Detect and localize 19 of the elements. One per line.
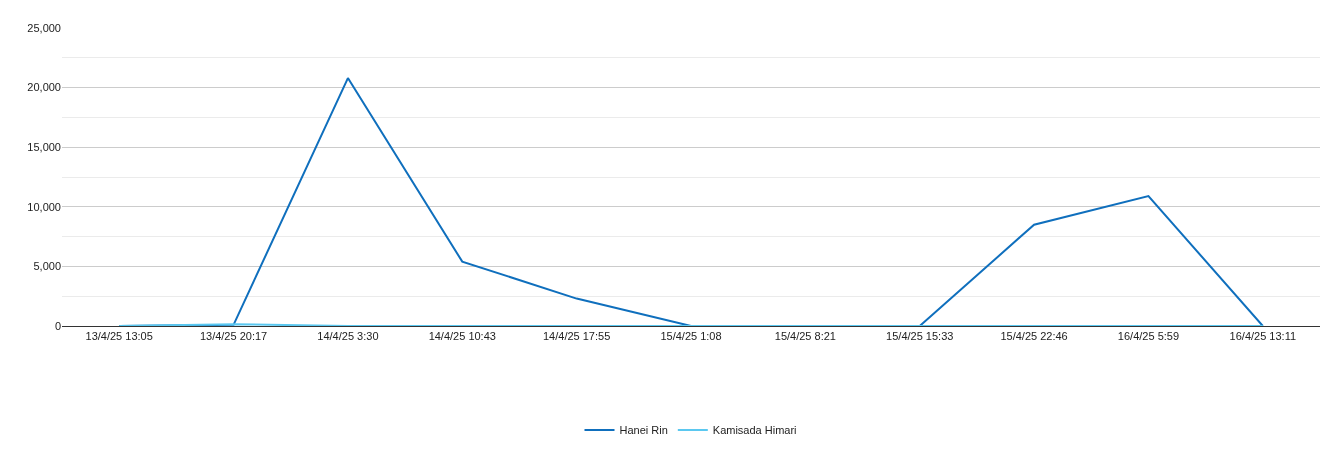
legend-label: Kamisada Himari bbox=[712, 424, 797, 437]
x-tick-label: 15/4/25 8:21 bbox=[774, 330, 836, 343]
x-tick-label: 14/4/25 10:43 bbox=[428, 330, 496, 343]
x-tick-label: 15/4/25 1:08 bbox=[660, 330, 722, 343]
x-tick-label: 16/4/25 5:59 bbox=[1117, 330, 1180, 343]
x-tick-label: 13/4/25 20:17 bbox=[199, 330, 268, 343]
x-tick-label: 15/4/25 22:46 bbox=[1000, 330, 1068, 343]
y-tick-label: 10,000 bbox=[27, 200, 61, 213]
x-tick-label: 13/4/25 13:05 bbox=[85, 330, 153, 343]
y-tick-label: 25,000 bbox=[27, 21, 61, 34]
y-tick-label: 20,000 bbox=[27, 81, 61, 94]
x-tick-label: 14/4/25 3:30 bbox=[317, 330, 379, 343]
y-tick-label: 15,000 bbox=[27, 141, 61, 154]
x-tick-label: 14/4/25 17:55 bbox=[542, 330, 611, 343]
x-tick-label: 16/4/25 13:11 bbox=[1229, 330, 1297, 343]
text: 5,000 bbox=[33, 260, 61, 273]
y-tick-label: 0 bbox=[54, 319, 61, 332]
x-tick-label: 15/4/25 15:33 bbox=[886, 330, 954, 343]
legend-label: Hanei Rin bbox=[619, 424, 668, 437]
